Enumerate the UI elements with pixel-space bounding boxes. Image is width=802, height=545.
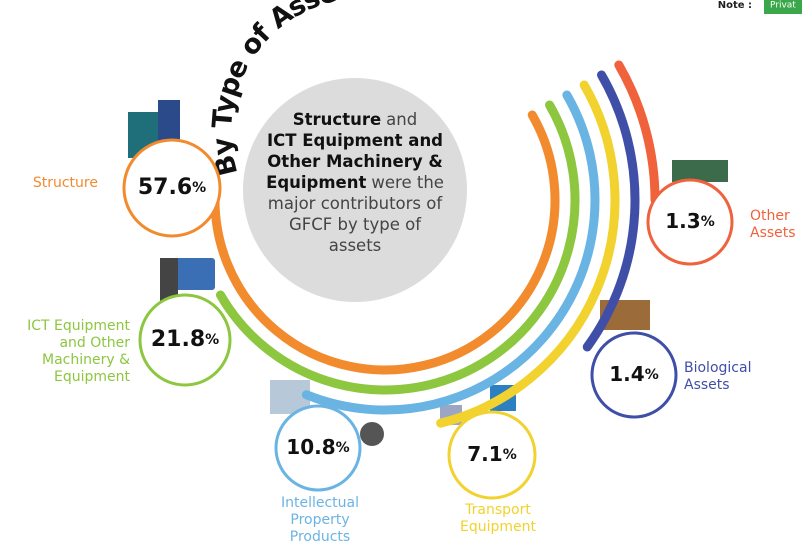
center-text: Structure and ICT Equipment and Other Machi… (266, 110, 444, 255)
item-label: Equipment (460, 519, 537, 535)
item-label: Products (290, 529, 350, 545)
center-text-part: Other Machinery & (267, 152, 442, 171)
item-label: Intellectual (281, 495, 359, 511)
item-label: Machinery & (42, 352, 130, 368)
center-text-part: Equipment (266, 173, 366, 192)
center-text-part: were the (371, 173, 444, 192)
item-label: Property (290, 512, 349, 528)
icon-film (360, 422, 384, 446)
note-badge-text: Privat (770, 1, 796, 11)
value-unit: % (645, 367, 659, 383)
value-unit: % (192, 180, 206, 196)
center-text-part: and (386, 110, 417, 129)
center-text-part: ICT Equipment and (267, 131, 443, 150)
value-number: 7.1 (467, 442, 502, 466)
item-label: Transport (464, 502, 531, 518)
item-label: Other (750, 208, 790, 224)
value-unit: % (205, 332, 219, 348)
note-label: Note : (718, 0, 752, 11)
item-label: ICT Equipment (27, 318, 130, 334)
icon-tank (672, 160, 728, 182)
value-unit: % (701, 214, 715, 230)
item-label: and Other (59, 335, 130, 351)
value-number: 57.6 (138, 175, 192, 200)
value-number: 1.4 (609, 362, 644, 386)
infographic: By Type of Assets Note : Privat Structur… (0, 0, 802, 545)
value-number: 1.3 (665, 209, 700, 233)
item-label: Assets (684, 377, 730, 393)
item-label: Biological (684, 360, 751, 376)
center-text-part: Structure (293, 110, 381, 129)
item-label: Equipment (54, 369, 131, 385)
item-label: Assets (750, 225, 796, 241)
item-label: Structure (33, 175, 98, 191)
center-text-part: assets (329, 236, 382, 255)
value-number: 21.8 (151, 327, 205, 352)
value-unit: % (503, 447, 517, 463)
center-text-part: major contributors of (268, 194, 444, 213)
value-number: 10.8 (286, 435, 335, 459)
center-text-part: GFCF by type of (289, 215, 422, 234)
value-unit: % (336, 440, 350, 456)
